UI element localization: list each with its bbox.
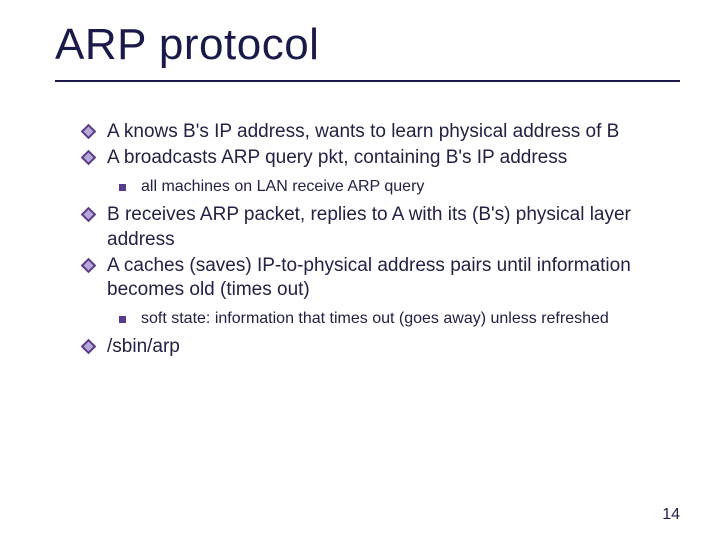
bullet-level1: A knows B's IP address, wants to learn p… [83, 120, 680, 144]
bullet-level2: all machines on LAN receive ARP query [119, 177, 680, 198]
page-number: 14 [662, 506, 680, 524]
bullet-level1: B receives ARP packet, replies to A with… [83, 203, 680, 252]
slide-title: ARP protocol [55, 20, 680, 82]
bullet-level2: soft state: information that times out (… [119, 309, 680, 330]
slide-content: A knows B's IP address, wants to learn p… [55, 120, 680, 360]
bullet-level1: A broadcasts ARP query pkt, containing B… [83, 146, 680, 170]
bullet-level1: A caches (saves) IP-to-physical address … [83, 254, 680, 303]
bullet-level1: /sbin/arp [83, 335, 680, 359]
